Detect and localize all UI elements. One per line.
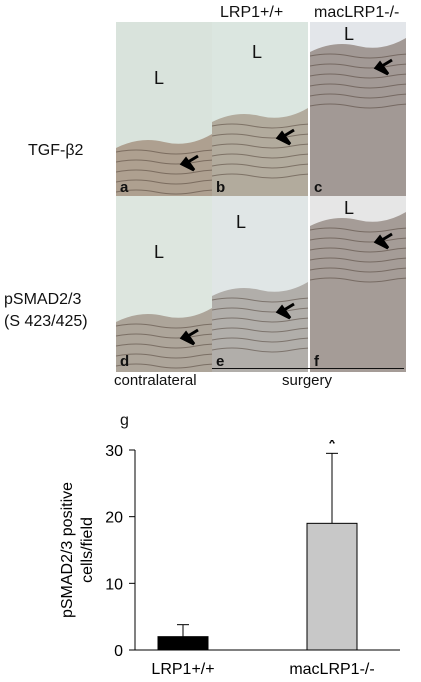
panel-letter-d: d <box>120 353 130 370</box>
y-tick-label: 30 <box>105 443 123 460</box>
arrow-marker-icon <box>179 328 199 346</box>
bar <box>306 522 358 651</box>
arrow-marker-icon <box>179 154 199 172</box>
arrow-marker-icon <box>373 232 393 250</box>
row-label-psmad-line1: pSMAD2/3 <box>4 291 82 308</box>
arrow-marker-icon <box>275 128 295 146</box>
y-tick-label: 0 <box>114 643 123 660</box>
x-tick-label: macLRP1-/- <box>289 661 374 678</box>
bar-chart: 0 10 20 30 pSMAD2/3 positive cells/field LRP1+… <box>59 440 400 678</box>
y-tick-label: 20 <box>105 510 123 527</box>
arrow-marker-icon <box>373 58 393 76</box>
panel-g-label: g <box>120 412 129 429</box>
lumen-label: L <box>154 242 165 262</box>
panel-letter-e: e <box>216 353 225 370</box>
panel-letter-f: f <box>314 353 319 370</box>
column-header-wt: LRP1+/+ <box>220 4 284 21</box>
bar <box>157 636 209 651</box>
group-label-surgery: surgery <box>282 372 333 389</box>
lumen-label: L <box>344 24 355 44</box>
arrow-marker-icon <box>275 302 295 320</box>
lumen-label: L <box>236 212 247 232</box>
lumen-label: L <box>154 68 165 88</box>
lumen-label: L <box>252 42 263 62</box>
panel-letter-c: c <box>314 179 323 196</box>
panel-letter-b: b <box>216 179 226 196</box>
row-label-psmad: pSMAD2/3 (S 423/425) <box>4 289 88 333</box>
row-label-tgf: TGF-β2 <box>28 142 84 159</box>
surgery-bracket-line <box>212 368 404 369</box>
column-header-ko: macLRP1-/- <box>314 4 400 21</box>
y-tick-label: 10 <box>105 576 123 593</box>
panel-letter-a: a <box>120 179 129 196</box>
y-axis-label: pSMAD2/3 positive cells/field <box>59 482 96 618</box>
x-tick-label: LRP1+/+ <box>151 661 214 678</box>
significance-marker: * <box>328 440 337 456</box>
lumen-label: L <box>344 198 355 218</box>
group-label-contralateral: contralateral <box>114 372 197 389</box>
row-label-psmad-line2: (S 423/425) <box>4 313 88 330</box>
